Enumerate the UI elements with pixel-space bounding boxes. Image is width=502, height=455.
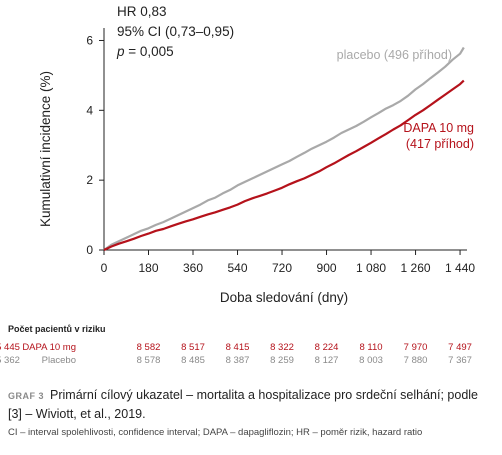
stats-ci: 95% CI (0,73–0,95): [117, 24, 234, 39]
stats-p: p = 0,005: [116, 44, 174, 59]
caption-title: Primární cílový ukazatel – mortalita a h…: [8, 388, 479, 421]
risk-cell: 7 970: [403, 342, 428, 353]
axes: [103, 28, 467, 251]
caption-notes: CI – interval spolehlivosti, confidence …: [8, 427, 423, 438]
stats-hr: HR 0,83: [117, 4, 167, 19]
risk-cell: 8 387: [225, 355, 250, 366]
risk-cell: 8 127: [314, 355, 339, 366]
caption-label: GRAF 3: [8, 391, 45, 401]
risk-table-title: Počet pacientů v riziku: [8, 324, 106, 334]
series-layer: placebo (496 příhod) DAPA 10 mg (417 přího…: [103, 46, 474, 251]
x-tick-label: 540: [228, 261, 248, 275]
x-tick-label: 0: [101, 261, 108, 275]
risk-cell: 5 362: [0, 355, 20, 366]
x-axis-label: Doba sledování (dny): [220, 290, 348, 305]
x-tick-label: 720: [272, 261, 292, 275]
x-tick-label: 1 260: [401, 261, 431, 275]
risk-row-label: Placebo: [41, 355, 76, 366]
series-label-dapa-10-mg: (417 příhod): [406, 137, 474, 151]
risk-cell: 8 485: [181, 355, 205, 366]
risk-cell: 7 367: [448, 355, 472, 366]
ticks: 0 180 360 540 720 900 1 080 1 260 1 440 0 2 4 6: [86, 33, 475, 275]
risk-cell: 8 582: [136, 342, 161, 353]
figure-caption: GRAF 3 Primární cílový ukazatel – mortali…: [8, 386, 494, 438]
y-tick-label: 2: [86, 173, 93, 187]
x-tick-label: 1 080: [356, 261, 386, 275]
risk-cell: 8 322: [270, 342, 294, 353]
risk-row-label: DAPA 10 mg: [22, 342, 76, 353]
risk-cell: 8 517: [181, 342, 205, 353]
stats-p-symbol: p: [116, 44, 125, 59]
x-tick-label: 900: [317, 261, 337, 275]
risk-cell: 5 445: [0, 342, 20, 353]
risk-cell: 8 259: [270, 355, 294, 366]
risk-cell: 8 110: [359, 342, 383, 353]
series-line-dapa-10-mg: [103, 79, 465, 251]
x-tick-label: 1 440: [445, 261, 475, 275]
series-line-placebo: [103, 46, 465, 251]
risk-cell: 8 415: [225, 342, 250, 353]
stats-annotation: HR 0,83 95% CI (0,73–0,95) p = 0,005: [116, 4, 234, 59]
y-tick-label: 6: [86, 33, 93, 47]
risk-cell: 8 003: [359, 355, 383, 366]
risk-cell: 8 578: [136, 355, 161, 366]
risk-cell: 8 224: [314, 342, 339, 353]
risk-row: DAPA 10 mg 8 582 8 517 8 415 8 322 8 224 8 110…: [0, 342, 498, 355]
stats-p-value: = 0,005: [125, 44, 174, 59]
risk-cell: 7 497: [448, 342, 472, 353]
risk-cell: 7 880: [403, 355, 428, 366]
x-tick-label: 360: [183, 261, 203, 275]
series-label-placebo: placebo (496 příhod): [337, 48, 452, 62]
y-tick-label: 0: [86, 243, 93, 257]
series-label-dapa-10-mg: DAPA 10 mg: [403, 121, 474, 135]
chart: 0 180 360 540 720 900 1 080 1 260 1 440 0 2 4 6 plac…: [38, 4, 475, 305]
caption-main: GRAF 3 Primární cílový ukazatel – mortali…: [8, 386, 494, 423]
y-axis-label: Kumulativní incidence (%): [38, 71, 53, 227]
y-tick-label: 4: [86, 103, 93, 117]
risk-row: Placebo 8 578 8 485 8 387 8 259 8 127 8 003 7 8…: [0, 355, 498, 368]
x-tick-label: 180: [138, 261, 158, 275]
